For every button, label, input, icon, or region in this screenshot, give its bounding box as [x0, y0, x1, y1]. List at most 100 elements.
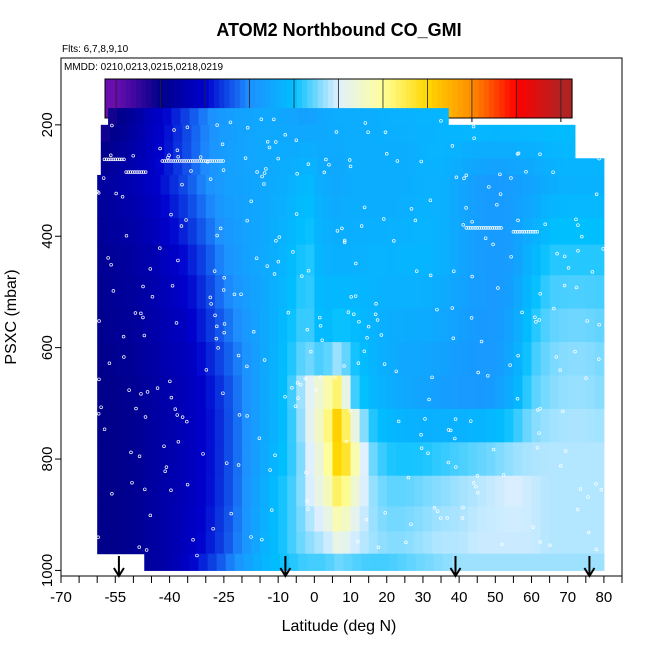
heatmap-cell [241, 244, 252, 276]
heatmap-cell [169, 506, 180, 532]
heatmap-cell [218, 124, 228, 143]
sample-point [201, 159, 206, 163]
colorbar-segment [359, 79, 366, 118]
heatmap-cell [205, 308, 216, 343]
sample-point [357, 319, 361, 324]
sample-point [101, 176, 106, 180]
heatmap-cell [187, 308, 198, 343]
sample-point [120, 195, 125, 199]
heatmap-cell [433, 108, 444, 126]
heatmap-cell [251, 408, 261, 443]
heatmap-cell [413, 408, 424, 443]
heatmap-cell [513, 375, 523, 410]
heatmap-cell [124, 475, 134, 507]
heatmap-cell [422, 174, 433, 195]
heatmap-cell [504, 342, 514, 376]
heatmap-cell [442, 553, 453, 571]
sample-point [356, 539, 360, 544]
sample-point [180, 159, 184, 163]
sample-point [561, 409, 565, 414]
heatmap-cell [540, 275, 551, 310]
sample-point [586, 495, 590, 499]
heatmap-cell [495, 194, 505, 219]
heatmap-cell [97, 218, 107, 246]
heatmap-cell [468, 475, 478, 507]
heatmap-cell [205, 275, 216, 310]
heatmap-cell [332, 194, 342, 219]
heatmap-cell [160, 275, 171, 310]
heatmap-cell [386, 506, 397, 532]
heatmap-cell [118, 141, 129, 159]
sample-point [232, 292, 237, 297]
heatmap-cell [585, 531, 596, 555]
heatmap-cell [142, 531, 152, 555]
heatmap-cell [332, 375, 342, 410]
sample-point [168, 379, 172, 384]
heatmap-cell [368, 506, 379, 532]
heatmap-cell [243, 108, 254, 126]
sample-point [309, 349, 313, 354]
heatmap-cell [144, 553, 154, 571]
sample-point [488, 226, 493, 230]
heatmap-cell [227, 141, 238, 159]
colorbar-segment [514, 79, 521, 118]
heatmap-cell [526, 158, 536, 176]
heatmap-cell [160, 244, 171, 276]
heatmap-cell [296, 375, 306, 410]
sample-point [453, 417, 458, 421]
sample-point [379, 333, 384, 337]
sample-point [597, 156, 601, 161]
sample-point [533, 315, 537, 319]
sample-point [538, 406, 542, 411]
heatmap-cell [182, 124, 192, 143]
heatmap-cell [241, 531, 252, 555]
sample-point [208, 177, 213, 181]
heatmap-cell [451, 553, 462, 571]
sample-point [492, 226, 497, 230]
heatmap-cell [422, 375, 433, 410]
heatmap-cell [325, 108, 335, 126]
heatmap-cell [549, 218, 560, 246]
sample-point [461, 505, 465, 510]
heatmap-cell [431, 442, 442, 477]
heatmap-cell [531, 275, 542, 310]
heatmap-cell [540, 475, 551, 507]
sample-point [213, 313, 217, 318]
flight-marker-arrow [279, 556, 292, 578]
heatmap-cell [133, 442, 143, 477]
heatmap-cell [232, 506, 243, 532]
colorbar-segment [213, 79, 220, 118]
heatmap-cell [124, 218, 134, 246]
heatmap-cell [417, 158, 428, 176]
heatmap-cell [486, 308, 496, 343]
heatmap-cell [100, 141, 111, 159]
sample-point [115, 157, 120, 162]
sample-point [531, 525, 535, 529]
heatmap-cell [196, 506, 207, 532]
sample-point [262, 171, 267, 175]
heatmap-cell [278, 275, 288, 310]
sample-point [139, 392, 143, 396]
colorbar-segment [120, 79, 127, 118]
heatmap-cell [251, 308, 261, 343]
heatmap-cell [171, 553, 181, 571]
heatmap-cell [413, 475, 424, 507]
colorbar-segment [535, 79, 542, 118]
heatmap-cell [260, 531, 270, 555]
sample-point [143, 415, 148, 419]
heatmap-cell [368, 218, 379, 246]
sample-point [122, 355, 126, 359]
sample-point [257, 436, 262, 440]
sample-point [475, 473, 480, 478]
heatmap-cell [160, 194, 171, 219]
sample-point [509, 254, 513, 259]
heatmap-cell [332, 531, 342, 555]
heatmap-cell [160, 308, 171, 343]
heatmap-cell [468, 531, 478, 555]
sample-point [306, 162, 311, 166]
sample-point [114, 191, 118, 196]
sample-point [245, 218, 249, 223]
sample-point [490, 226, 495, 230]
heatmap-cell [477, 342, 487, 376]
sample-point [535, 445, 540, 450]
